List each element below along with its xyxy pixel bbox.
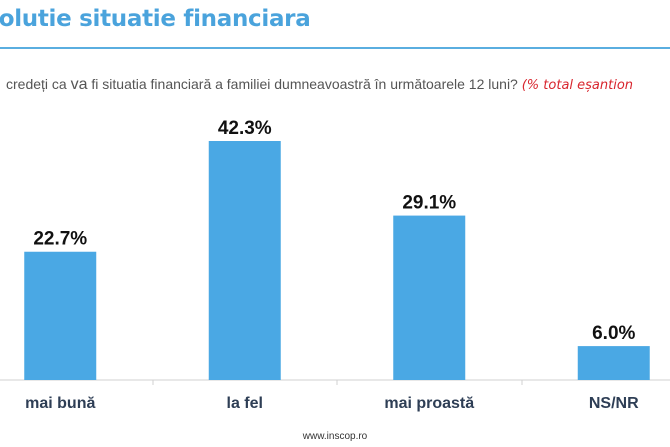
question-text-va: va — [70, 76, 88, 93]
title-divider — [0, 47, 670, 49]
survey-question: credeți ca va fi situatia financiară a f… — [6, 76, 633, 94]
question-text-end: fi situatia financiară a familiei dumnea… — [87, 76, 522, 92]
data-label: 6.0% — [592, 323, 635, 344]
sample-note: (% total eșantion — [521, 78, 634, 93]
x-tick-label: NS/NR — [589, 395, 639, 412]
bar-3 — [577, 346, 650, 380]
bar-0 — [24, 251, 97, 380]
source-footer: www.inscop.ro — [302, 431, 368, 442]
x-tick-label: mai bună — [25, 395, 95, 412]
data-label: 29.1% — [402, 193, 456, 214]
question-text-start: credeți ca — [6, 76, 71, 92]
bar-2 — [393, 215, 466, 380]
data-label: 22.7% — [33, 229, 87, 250]
bar-1 — [208, 141, 281, 380]
x-tick-label: mai proastă — [384, 395, 474, 412]
data-label: 42.3% — [218, 118, 272, 139]
x-tick-label: la fel — [227, 395, 263, 412]
page-title: volutie situatie financiara — [0, 6, 311, 32]
